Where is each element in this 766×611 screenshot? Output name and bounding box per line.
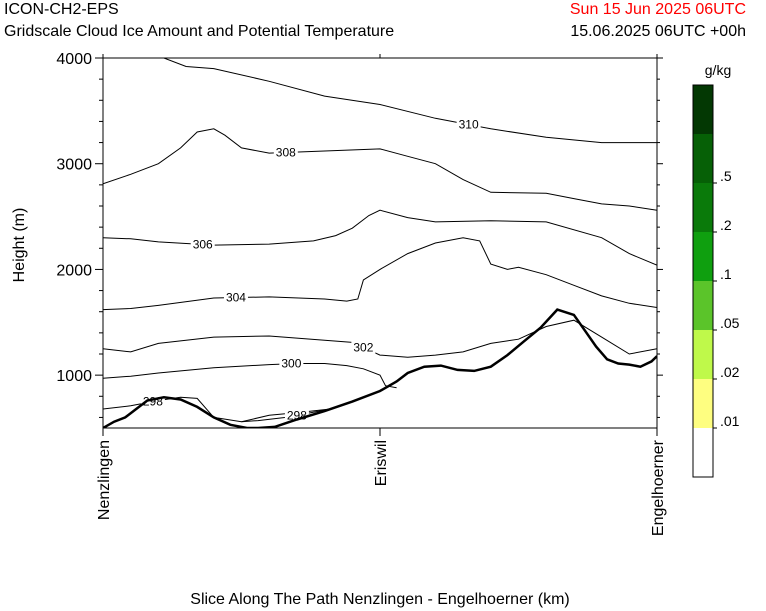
isentrope-label-bg (223, 290, 248, 304)
isentrope-label-bg (190, 237, 215, 251)
x-tick-label-engelhoerner: Engelhoerner (650, 439, 667, 536)
isentrope-label-300: 300 (281, 357, 301, 371)
legend-swatch-6 (693, 134, 713, 183)
terrain-line (103, 308, 657, 428)
valid-time: Sun 15 Jun 2025 06UTC (569, 1, 746, 18)
isentrope-label-bg (351, 340, 376, 354)
x-tick-label-eriswil: Eriswil (373, 440, 390, 486)
isentrope-label-308: 308 (276, 146, 296, 160)
legend-swatch-3 (693, 281, 713, 330)
legend-swatch-1 (693, 379, 713, 428)
isentrope-label-310: 310 (459, 118, 479, 132)
legend-level-label: .02 (720, 364, 740, 380)
isentrope-308-6 (103, 128, 657, 211)
legend-level-label: .01 (720, 413, 740, 429)
legend-swatch-5 (693, 183, 713, 232)
legend-swatch-2 (693, 330, 713, 379)
legend-level-label: .5 (720, 168, 732, 184)
model-name: ICON-CH2-EPS (4, 1, 119, 18)
legend-level-label: .2 (720, 217, 732, 233)
y-tick-label-3000: 3000 (56, 157, 92, 174)
chart-title: Gridscale Cloud Ice Amount and Potential… (4, 23, 395, 40)
legend-swatch-7 (693, 85, 713, 134)
x-tick-label-nenzlingen: Nenzlingen (96, 440, 113, 520)
isentrope-label-bg (273, 145, 298, 159)
legend-level-label: .1 (720, 266, 732, 282)
legend-swatch-4 (693, 232, 713, 281)
isentrope-label-302: 302 (353, 340, 373, 354)
axes: 1000 2000 3000 4000 Nenzlingen Eriswil Engelho… (56, 51, 667, 536)
isentrope-label-306: 306 (193, 237, 213, 251)
isentrope-label-304: 304 (226, 291, 246, 305)
isentrope-302-3 (103, 319, 657, 358)
isentrope-306-5 (103, 209, 657, 266)
isentrope-300-2 (103, 363, 397, 389)
legend-unit: g/kg (705, 62, 731, 78)
y-axis-label: Height (m) (11, 208, 28, 283)
y-tick-label-4000: 4000 (56, 51, 92, 68)
legend-level-label: .05 (720, 315, 740, 331)
isentrope-label-bg (279, 356, 304, 370)
y-tick-label-1000: 1000 (56, 368, 92, 385)
isentrope-310-7 (163, 58, 657, 144)
x-axis-label: Slice Along The Path Nenzlingen - Engelh… (190, 591, 569, 608)
colorbar-legend: g/kg .01 .02 .05 .1 .2 .5 (692, 62, 740, 478)
isentrope-304-4 (103, 237, 657, 311)
y-tick-label-2000: 2000 (56, 262, 92, 279)
isentrope-label-bg (456, 117, 481, 131)
legend-swatch-0 (693, 428, 713, 477)
run-info: 15.06.2025 06UTC +00h (570, 23, 746, 40)
